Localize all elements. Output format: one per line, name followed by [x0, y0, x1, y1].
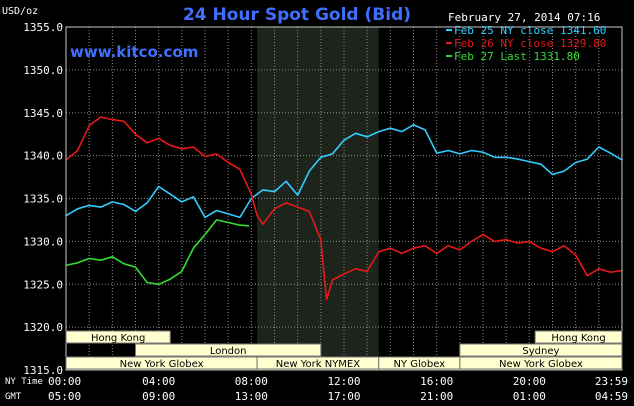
shaded-trading-period [257, 27, 379, 370]
session-label: New York Globex [499, 359, 583, 370]
y-tick-label: 1345.0 [23, 107, 63, 120]
y-tick-label: 1315.0 [23, 364, 63, 377]
session-label: Sydney [522, 346, 559, 357]
y-axis-ticks: 1355.0 1350.0 1345.0 1340.0 1335.0 1330.0 1325… [23, 21, 63, 377]
chart-title: 24 Hour Spot Gold (Bid) [183, 5, 411, 25]
x-tick-label: 05:00 [48, 390, 81, 403]
y-tick-label: 1325.0 [23, 278, 63, 291]
x-tick-label: 12:00 [327, 375, 360, 388]
y-tick-label: 1320.0 [23, 321, 63, 334]
session-label: New York NYMEX [276, 359, 361, 370]
legend-entry: Feb 25 NY close 1341.60 [454, 24, 606, 37]
series-layer [65, 116, 623, 301]
chart-date: February 27, 2014 07:16 [448, 11, 600, 24]
x-axis-row-label: GMT [5, 392, 22, 402]
plot-frame [65, 26, 623, 371]
x-tick-label: 00:00 [48, 375, 81, 388]
session-bar [135, 343, 322, 357]
y-tick-label: 1355.0 [23, 21, 63, 34]
x-tick-label: 08:00 [235, 375, 268, 388]
session-bar [459, 343, 623, 357]
y-tick-label: 1330.0 [23, 235, 63, 248]
x-tick-label: 20:00 [513, 375, 546, 388]
x-tick-label: 04:00 [142, 375, 175, 388]
x-axis-row-label: NY Time [5, 377, 43, 387]
session-label: London [210, 346, 247, 357]
session-label: New York Globex [120, 359, 204, 370]
session-bar [65, 330, 171, 344]
y-axis-unit: USD/oz [2, 6, 38, 17]
x-tick-label: 17:00 [327, 390, 360, 403]
x-tick-label: 16:00 [420, 375, 453, 388]
x-tick-label: 23:59 [595, 375, 628, 388]
x-tick-label: 01:00 [513, 390, 546, 403]
session-bar [534, 330, 623, 344]
x-tick-label: 13:00 [235, 390, 268, 403]
y-tick-label: 1335.0 [23, 193, 63, 206]
shaded-period-layer [257, 27, 379, 370]
series-line-2 [65, 219, 250, 286]
legend-entry: Feb 26 NY close 1329.80 [454, 37, 606, 50]
session-bars: Hong Kong Hong Kong London Sydney New York G… [65, 330, 623, 370]
series-line-0 [65, 124, 623, 219]
x-axis-ticks: NY Time 00:00 04:00 08:00 12:00 16:00 20:00 23:… [5, 375, 628, 403]
y-tick-label: 1350.0 [23, 64, 63, 77]
session-bar [459, 356, 623, 370]
legend-entry: Feb 27 Last 1331.80 [454, 50, 580, 63]
x-tick-label: 04:59 [595, 390, 628, 403]
x-tick-label: 21:00 [420, 390, 453, 403]
y-tick-label: 1340.0 [23, 150, 63, 163]
series-line-1 [65, 116, 623, 301]
session-label: Hong Kong [91, 333, 145, 344]
session-label: NY Globex [393, 359, 445, 370]
x-tick-label: 09:00 [142, 390, 175, 403]
session-label: Hong Kong [551, 333, 605, 344]
watermark-text: www.kitco.com [70, 43, 198, 61]
